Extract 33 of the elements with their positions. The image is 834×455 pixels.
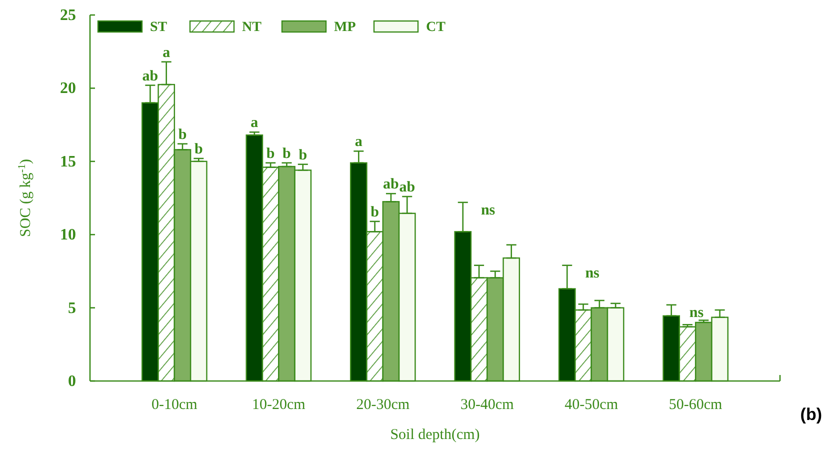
legend-label: CT — [426, 20, 446, 35]
legend-label: MP — [334, 20, 356, 35]
annotation: ab — [383, 176, 399, 193]
y-tick-label: 10 — [60, 226, 76, 244]
annotation: b — [194, 141, 203, 158]
y-tick-label: 5 — [68, 300, 76, 317]
annotation: a — [250, 115, 259, 132]
annotation: b — [298, 147, 308, 164]
x-tick-label: 40-50cm — [564, 397, 618, 413]
y-tick-label: 20 — [60, 80, 76, 98]
annotation: ns — [689, 304, 704, 321]
annotation: ab — [142, 68, 158, 84]
x-tick-label: 0-10cm — [152, 397, 198, 413]
annotation: a — [162, 44, 171, 61]
annotation: b — [178, 126, 187, 143]
annotation: b — [282, 146, 291, 162]
annotation: b — [370, 204, 379, 220]
y-tick-label: 25 — [60, 7, 76, 24]
x-tick-label: 30-40cm — [460, 397, 514, 413]
annotation: ns — [480, 202, 496, 218]
x-axis-title: Soil depth(cm) — [390, 427, 480, 443]
legend-label: ST — [150, 20, 168, 35]
x-tick-label: 10-20cm — [252, 397, 306, 413]
y-tick-label: 15 — [60, 153, 76, 170]
annotation: b — [266, 146, 275, 162]
y-tick-label: 0 — [68, 373, 76, 390]
x-tick-label: 20-30cm — [356, 397, 410, 413]
annotation: a — [354, 134, 363, 150]
x-tick-label: 50-60cm — [668, 397, 723, 413]
text: (b) — [800, 405, 822, 424]
legend-label: NT — [242, 20, 262, 35]
annotation: ns — [585, 265, 600, 282]
annotation: ab — [399, 180, 416, 196]
